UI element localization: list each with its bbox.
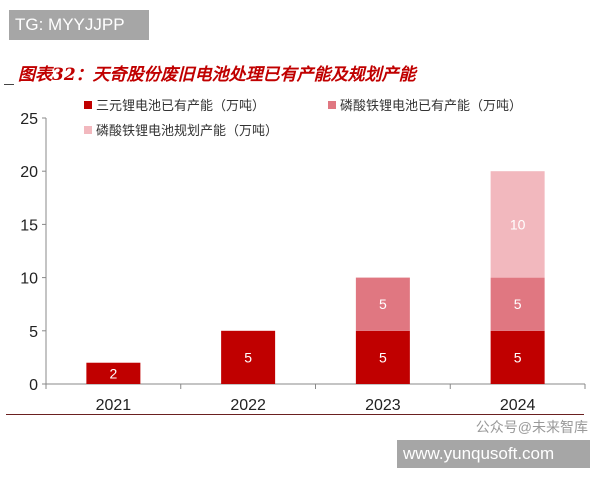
bottom-rule (6, 414, 584, 415)
y-tick-label: 25 (20, 111, 38, 128)
data-label: 5 (244, 349, 252, 365)
data-label: 2 (109, 365, 117, 381)
watermark-brand: 公众号@未来智库 (475, 419, 588, 435)
legend-swatch (84, 125, 92, 134)
data-label: 5 (379, 296, 387, 312)
bar-segment (355, 277, 410, 331)
legend-item-1: 三元锂电池已有产能（万吨） (84, 95, 265, 114)
legend-label: 三元锂电池已有产能（万吨） (96, 99, 266, 114)
legend-label: 磷酸铁锂电池规划产能（万吨） (96, 124, 279, 139)
chart-title: 图表32：天奇股份废旧电池处理已有产能及规划产能 (18, 65, 416, 85)
y-tick-label: 5 (29, 324, 38, 341)
x-tick-label: 2024 (500, 397, 536, 414)
legend-item-3: 磷酸铁锂电池规划产能（万吨） (84, 120, 278, 139)
legend-swatch (84, 100, 92, 109)
data-label: 10 (510, 216, 526, 232)
bar-segment (86, 362, 141, 384)
legend-item-2: 磷酸铁锂电池已有产能（万吨） (328, 95, 522, 114)
data-label: 5 (379, 349, 387, 365)
bar-segment (490, 277, 545, 331)
watermark-site: www.yunqusoft.com (397, 440, 590, 468)
y-tick-label: 10 (20, 271, 38, 288)
bar-segment (355, 330, 410, 384)
data-label: 5 (514, 296, 522, 312)
y-tick-label: 20 (20, 164, 38, 181)
bar-segment (490, 171, 545, 278)
bar-segment (221, 330, 276, 384)
legend-swatch (328, 100, 336, 109)
x-tick-label: 2023 (365, 397, 401, 414)
y-tick-label: 0 (29, 377, 38, 394)
watermark-tag: TG: MYYJJPP (9, 10, 149, 40)
title-marker (4, 84, 14, 85)
bar-segment (490, 330, 545, 384)
x-tick-label: 2021 (96, 397, 132, 414)
x-tick-label: 2022 (230, 397, 266, 414)
y-tick-label: 15 (20, 217, 38, 234)
data-label: 5 (514, 349, 522, 365)
legend-label: 磷酸铁锂电池已有产能（万吨） (340, 99, 523, 114)
